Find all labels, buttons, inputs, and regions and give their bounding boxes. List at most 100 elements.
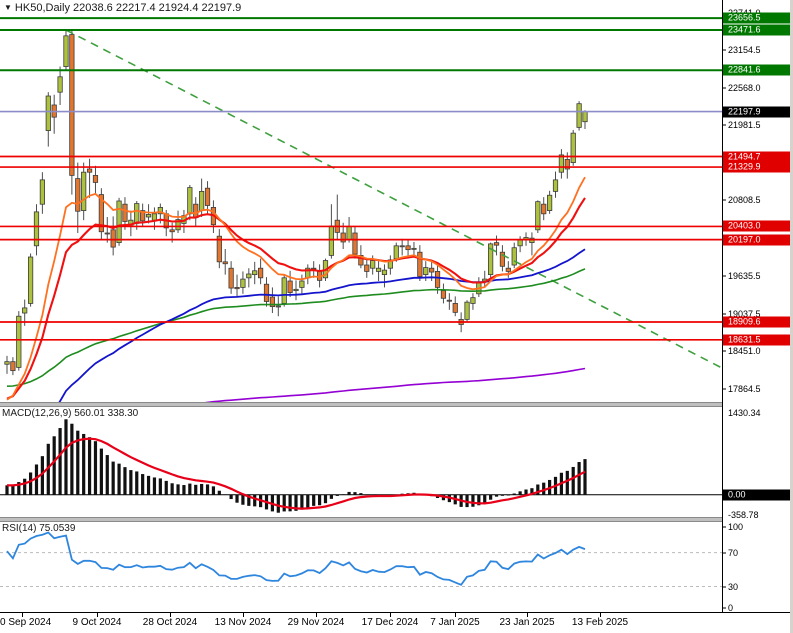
macd-histogram-bar xyxy=(176,484,180,495)
price-tick-label: 19635.5 xyxy=(728,270,761,281)
price-axis-line xyxy=(722,0,723,612)
candle-body xyxy=(446,299,452,302)
candle-body xyxy=(464,301,470,320)
candle-body xyxy=(499,251,506,267)
price-chart-canvas[interactable] xyxy=(0,0,722,402)
macd-histogram-bar xyxy=(276,494,280,513)
macd-histogram-bar xyxy=(99,448,103,495)
candle-body xyxy=(252,270,258,276)
candle-body xyxy=(399,245,405,248)
price-tick-label: 20808.5 xyxy=(728,195,761,206)
macd-histogram-bar xyxy=(129,470,133,495)
candle-body xyxy=(375,267,382,272)
macd-histogram-bar xyxy=(200,483,204,495)
candle-body xyxy=(151,213,158,221)
candle-body xyxy=(22,307,28,314)
macd-histogram-bar xyxy=(105,455,109,495)
candle-body xyxy=(346,226,352,240)
scale-tick xyxy=(722,586,726,588)
rsi-canvas[interactable] xyxy=(0,522,722,612)
candle-body xyxy=(4,361,10,365)
macd-histogram-bar xyxy=(524,489,528,495)
macd-histogram-bar xyxy=(76,430,80,495)
macd-histogram-bar xyxy=(494,494,499,497)
candle-body xyxy=(299,280,305,288)
candle-body xyxy=(145,214,152,218)
macd-histogram-bar xyxy=(182,485,186,495)
time-tick xyxy=(316,613,317,617)
macd-histogram-bar xyxy=(40,456,44,495)
candle-body xyxy=(582,111,588,123)
descending-trendline[interactable] xyxy=(65,29,722,369)
macd-histogram-bar xyxy=(317,494,322,506)
macd-histogram-bar xyxy=(58,428,62,495)
ohlc-close: 22197.9 xyxy=(201,2,242,14)
panel-separator[interactable] xyxy=(0,402,790,407)
macd-histogram-bar xyxy=(565,470,569,495)
time-axis[interactable]: 0 Sep 2024 9 Oct 2024 28 Oct 2024 13 Nov 20… xyxy=(0,612,793,633)
macd-label: MACD(12,26,9) 560.01 338.30 xyxy=(2,408,139,419)
macd-histogram-bar xyxy=(294,494,298,511)
support-price-badge: 21329.9 xyxy=(723,161,790,173)
price-tick-label: 22568.0 xyxy=(728,82,761,93)
support-price-badge: 20403.0 xyxy=(723,220,790,232)
macd-histogram-bar xyxy=(52,436,56,495)
price-tick-label: 23154.5 xyxy=(728,45,761,56)
macd-histogram-bar xyxy=(512,493,516,495)
macd-scale-bottom: -358.78 xyxy=(728,510,759,520)
rsi-scale-label: 0 xyxy=(728,603,734,613)
time-axis-label: 23 Jan 2025 xyxy=(499,617,555,628)
macd-histogram-bar xyxy=(64,419,68,495)
rsi-panel[interactable] xyxy=(0,522,722,612)
macd-histogram-bar xyxy=(329,494,333,499)
symbol-dropdown-icon[interactable]: ▼ xyxy=(4,3,12,12)
macd-histogram-bar xyxy=(111,461,115,495)
scale-tick xyxy=(722,526,726,528)
scale-tick xyxy=(722,494,726,496)
candle-body xyxy=(86,168,93,173)
scale-tick xyxy=(722,124,726,126)
macd-histogram-bar xyxy=(241,494,245,505)
resistance-price-badge: 22841.6 xyxy=(723,64,790,76)
macd-histogram-bar xyxy=(335,494,339,496)
candle-body xyxy=(576,103,582,128)
price-scale[interactable]: 23741.023154.522568.021981.520808.519635… xyxy=(722,0,793,613)
rsi-value: 75.0539 xyxy=(39,523,76,534)
ma-orange xyxy=(6,176,586,401)
candle-body xyxy=(275,305,281,308)
macd-histogram-bar xyxy=(5,485,9,495)
support-price-badge: 18631.5 xyxy=(723,334,790,346)
candle-body xyxy=(364,264,370,272)
scale-tick xyxy=(722,199,726,201)
candle-body xyxy=(470,297,476,304)
candle-body xyxy=(358,255,364,266)
ohlc-open: 22038.6 xyxy=(73,2,113,14)
macd-histogram-bar xyxy=(306,494,310,508)
macd-panel[interactable] xyxy=(0,407,722,517)
scale-tick xyxy=(722,87,726,89)
resistance-price-badge: 23471.6 xyxy=(723,24,790,36)
ohlc-low: 21924.4 xyxy=(158,2,199,14)
macd-histogram-bar xyxy=(235,494,239,503)
candle-body xyxy=(98,194,104,233)
candle-body xyxy=(175,219,181,231)
current-price-badge: 22197.9 xyxy=(723,106,790,118)
scale-tick xyxy=(722,552,726,554)
macd-histogram-bar xyxy=(583,459,587,495)
ma-green xyxy=(6,268,586,387)
rsi-scale-label: 30 xyxy=(728,581,739,592)
macd-histogram-bar xyxy=(17,482,21,495)
macd-signal-value: 338.30 xyxy=(107,408,139,419)
candle-body xyxy=(505,267,511,272)
macd-histogram-bar xyxy=(34,464,39,495)
main-price-panel[interactable] xyxy=(0,0,722,402)
macd-histogram-bar xyxy=(359,493,363,495)
macd-canvas[interactable] xyxy=(0,407,722,517)
macd-histogram-bar xyxy=(11,485,15,495)
candle-body xyxy=(187,187,193,215)
chart-title: ▼ HK50,Daily 22038.6 22217.4 21924.4 2219… xyxy=(4,2,241,14)
panel-separator-2[interactable] xyxy=(0,517,790,522)
macd-histogram-bar xyxy=(188,483,192,495)
rsi-scale-label: 100 xyxy=(728,522,744,533)
